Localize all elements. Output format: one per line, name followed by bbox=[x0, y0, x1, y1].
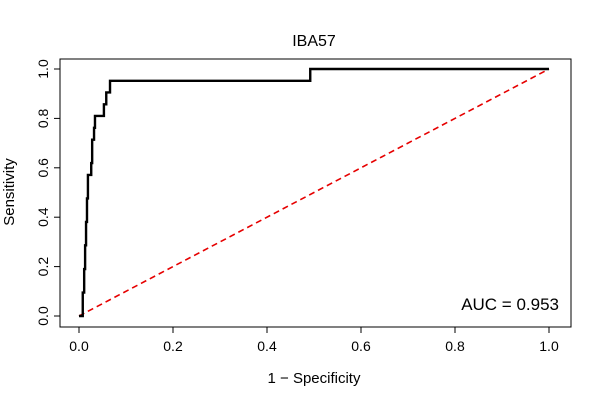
y-tick-label: 0.4 bbox=[35, 207, 51, 227]
reference-line bbox=[78, 68, 550, 317]
y-axis: 0.0 0.2 0.4 0.6 0.8 1.0 bbox=[35, 59, 61, 326]
auc-annotation: AUC = 0.953 bbox=[461, 295, 559, 314]
chart-title: IBA57 bbox=[292, 33, 336, 50]
x-tick-label: 1.0 bbox=[539, 338, 559, 354]
x-tick-label: 0.8 bbox=[445, 338, 465, 354]
x-tick-label: 0.6 bbox=[351, 338, 371, 354]
x-tick-label: 0.0 bbox=[69, 338, 89, 354]
plot-frame bbox=[59, 58, 572, 328]
x-axis: 0.0 0.2 0.4 0.6 0.8 1.0 bbox=[69, 326, 559, 354]
x-axis-label: 1 − Specificity bbox=[268, 370, 361, 387]
y-axis-label: Sensitivity bbox=[1, 158, 18, 226]
y-tick-label: 0.8 bbox=[35, 108, 51, 128]
roc-curve bbox=[79, 67, 549, 318]
x-tick-label: 0.4 bbox=[257, 338, 277, 354]
x-tick-label: 0.2 bbox=[163, 338, 183, 354]
y-tick-label: 1.0 bbox=[35, 59, 51, 79]
y-tick-label: 0.6 bbox=[35, 158, 51, 178]
y-tick-label: 0.0 bbox=[35, 306, 51, 326]
series-layer bbox=[78, 67, 550, 318]
y-tick-label: 0.2 bbox=[35, 257, 51, 277]
